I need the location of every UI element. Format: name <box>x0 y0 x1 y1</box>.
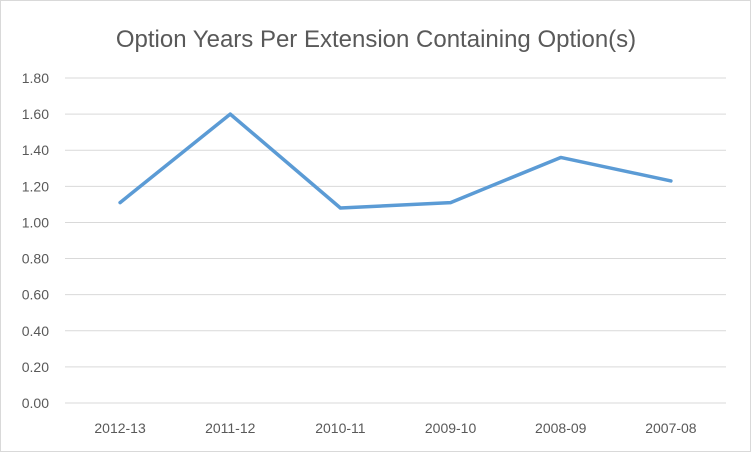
data-point <box>669 179 673 183</box>
data-point <box>449 201 453 205</box>
x-tick-label: 2009-10 <box>425 420 477 436</box>
y-tick-label: 1.00 <box>22 214 49 230</box>
series-line <box>118 112 673 210</box>
data-point <box>338 206 342 210</box>
y-tick-label: 0.60 <box>22 287 49 303</box>
y-axis-tick-labels: 0.00 0.20 0.40 0.60 0.80 1.00 1.20 1.40 1.60 1.80 <box>22 70 49 411</box>
x-tick-label: 2008-09 <box>535 420 587 436</box>
y-tick-label: 0.20 <box>22 359 49 375</box>
gridlines <box>65 77 726 404</box>
x-tick-label: 2012-13 <box>94 420 146 436</box>
y-tick-label: 1.20 <box>22 178 49 194</box>
data-point <box>559 155 563 159</box>
y-tick-label: 0.00 <box>22 395 49 411</box>
series-layer <box>118 112 673 210</box>
y-tick-label: 1.80 <box>22 70 49 86</box>
y-tick-label: 0.80 <box>22 251 49 267</box>
y-tick-label: 1.40 <box>22 142 49 158</box>
x-axis-tick-labels: 2012-13 2011-12 2010-11 2009-10 2008-09 2007-… <box>94 420 696 436</box>
chart-title: Option Years Per Extension Containing Op… <box>116 26 636 53</box>
x-tick-label: 2010-11 <box>315 420 366 436</box>
y-tick-label: 0.40 <box>22 323 49 339</box>
x-tick-label: 2007-08 <box>645 420 697 436</box>
x-tick-label: 2011-12 <box>205 420 256 436</box>
data-point <box>228 112 232 116</box>
y-tick-label: 1.60 <box>22 106 49 122</box>
data-point <box>118 201 122 205</box>
